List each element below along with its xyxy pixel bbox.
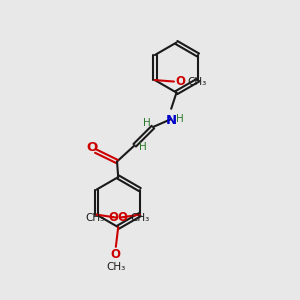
Text: H: H [176, 114, 183, 124]
Text: CH₃: CH₃ [106, 262, 125, 272]
Text: O: O [109, 211, 119, 224]
Text: H: H [142, 118, 150, 128]
Text: CH₃: CH₃ [188, 77, 207, 87]
Text: O: O [176, 75, 185, 88]
Text: O: O [87, 141, 98, 154]
Text: H: H [139, 142, 147, 152]
Text: O: O [111, 248, 121, 261]
Text: N: N [166, 114, 177, 127]
Text: O: O [118, 211, 128, 224]
Text: CH₃: CH₃ [85, 213, 104, 223]
Text: CH₃: CH₃ [131, 213, 150, 223]
